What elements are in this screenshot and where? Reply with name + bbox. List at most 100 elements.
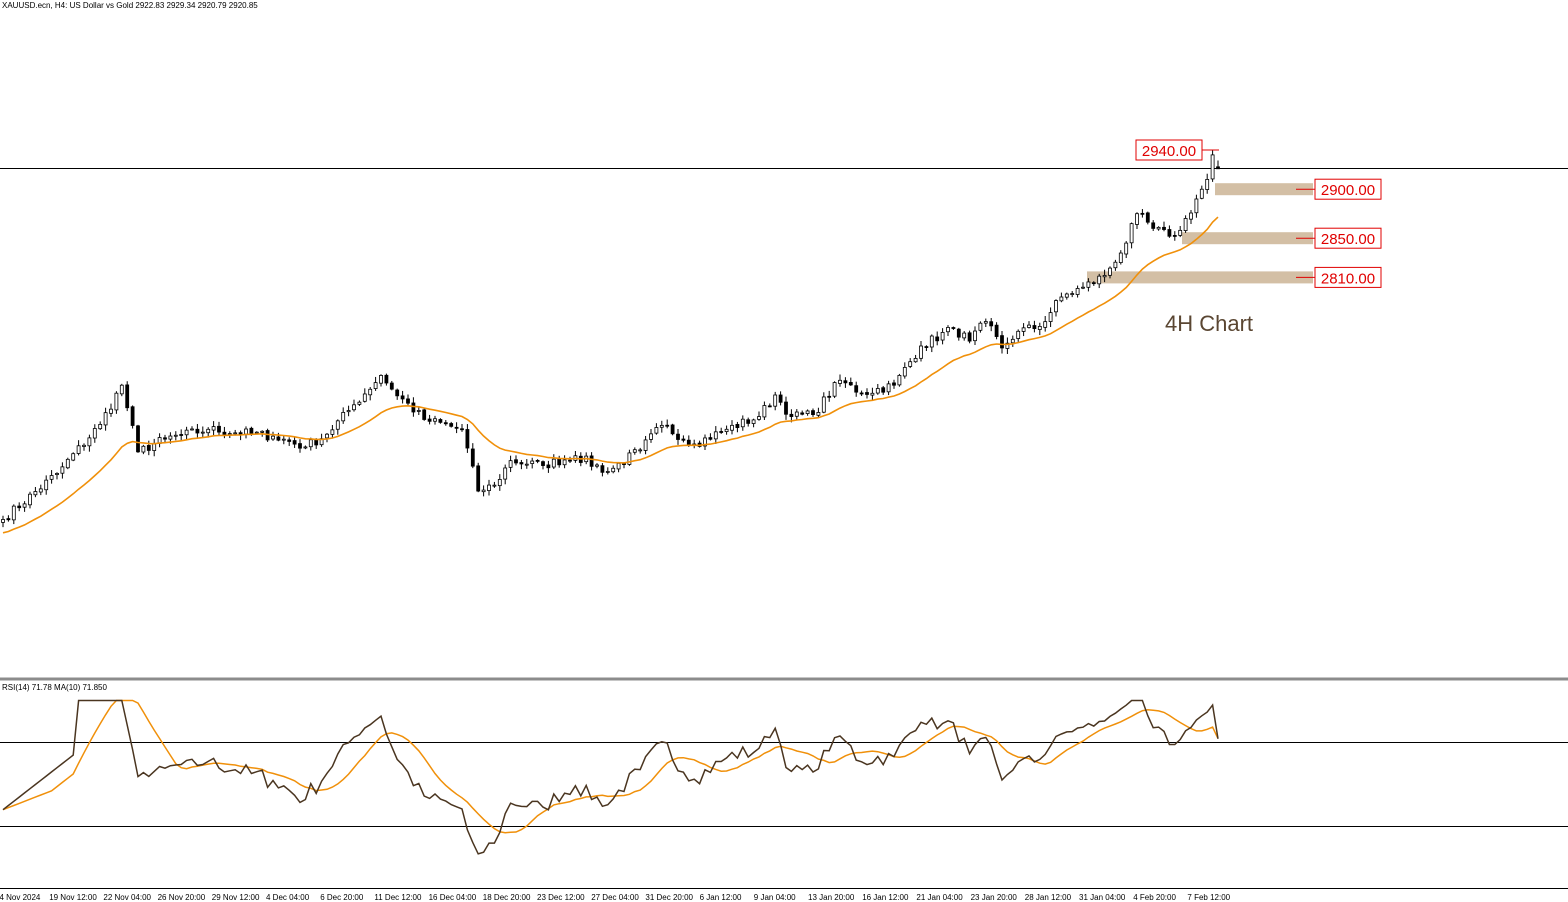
candle <box>573 450 578 463</box>
candle <box>778 391 783 406</box>
svg-text:2940.00: 2940.00 <box>1142 143 1196 160</box>
candle <box>1205 173 1210 194</box>
candle <box>1118 250 1123 265</box>
candle <box>854 381 859 397</box>
candle <box>368 387 373 401</box>
candle <box>886 380 891 396</box>
candle <box>1005 337 1010 354</box>
moving-average-line <box>2 216 1219 534</box>
candle <box>919 341 923 362</box>
candle <box>298 439 302 453</box>
candle <box>82 443 86 451</box>
candle <box>929 334 934 353</box>
candle <box>465 424 470 453</box>
candle <box>179 429 184 441</box>
rsi-label: RSI(14) 71.78 MA(10) 71.850 <box>2 683 107 692</box>
candle <box>659 420 664 433</box>
candle <box>595 463 599 469</box>
candle <box>514 455 518 466</box>
candle <box>892 379 896 389</box>
svg-text:2850.00: 2850.00 <box>1321 231 1375 248</box>
chart-header: XAUUSD.ecn, H4: US Dollar vs Gold 2922.8… <box>2 1 258 10</box>
candle <box>71 452 76 462</box>
chart-annotation: 4H Chart <box>1165 311 1253 336</box>
candle <box>28 491 32 509</box>
x-tick-label: 18 Dec 20:00 <box>483 893 531 902</box>
candle <box>395 388 400 400</box>
candle <box>616 462 621 473</box>
candle <box>730 420 734 435</box>
candle <box>303 445 308 450</box>
candle <box>611 465 616 474</box>
candle <box>821 392 826 414</box>
candle <box>962 331 967 341</box>
candle <box>913 354 918 363</box>
candle <box>109 403 113 417</box>
x-tick-label: 31 Jan 04:00 <box>1079 893 1126 902</box>
x-tick-label: 19 Nov 12:00 <box>49 893 97 902</box>
candle <box>643 435 648 455</box>
candle <box>103 407 108 431</box>
candle <box>1140 209 1145 218</box>
support-zone-2900 <box>1215 183 1313 196</box>
candle <box>1162 221 1166 232</box>
moving-average-layer <box>2 216 1219 534</box>
candle <box>346 405 351 417</box>
candle <box>800 410 805 416</box>
candle <box>935 331 940 346</box>
candle <box>535 459 540 464</box>
candle <box>1172 231 1177 241</box>
candle <box>827 390 832 402</box>
candle <box>1189 210 1193 225</box>
candle <box>1032 320 1037 333</box>
candle <box>49 470 54 484</box>
candle <box>551 454 556 470</box>
candle <box>1167 225 1172 238</box>
candle <box>470 443 475 469</box>
candle <box>859 390 864 397</box>
candle <box>1037 322 1042 336</box>
x-tick-label: 9 Jan 04:00 <box>754 893 796 902</box>
candle <box>1054 299 1058 317</box>
candle <box>1124 241 1129 259</box>
candle <box>1113 259 1118 271</box>
candle <box>740 415 745 431</box>
candle <box>670 423 675 436</box>
candlestick-series <box>1 149 1220 528</box>
candle <box>422 408 427 421</box>
candle <box>530 457 535 469</box>
candle <box>1043 316 1048 332</box>
candle <box>1059 292 1064 303</box>
candle <box>6 515 11 522</box>
candle <box>1075 285 1080 298</box>
x-tick-label: 11 Dec 12:00 <box>374 893 422 902</box>
x-tick-label: 13 Jan 20:00 <box>808 893 855 902</box>
candle <box>681 435 686 443</box>
candle <box>589 452 594 471</box>
x-tick-label: 6 Dec 20:00 <box>320 893 364 902</box>
candle <box>38 484 43 496</box>
x-tick-label: 4 Feb 20:00 <box>1133 893 1176 902</box>
candle <box>1016 329 1021 342</box>
candle <box>1010 335 1015 347</box>
candle <box>568 456 572 463</box>
candle <box>497 474 502 491</box>
candle <box>92 424 97 443</box>
candle <box>373 376 378 391</box>
candle <box>956 327 961 341</box>
candle <box>292 436 297 448</box>
candle <box>157 433 162 448</box>
x-tick-label: 14 Nov 2024 <box>0 893 41 902</box>
x-tick-label: 23 Jan 20:00 <box>971 893 1018 902</box>
candle <box>211 421 216 435</box>
x-tick-label: 4 Dec 04:00 <box>266 893 310 902</box>
candle <box>654 423 659 435</box>
candle <box>697 440 702 448</box>
time-axis-labels: 14 Nov 2024 19 Nov 12:00 22 Nov 04:00 26 No… <box>0 893 1231 902</box>
candle <box>1 515 5 528</box>
candle <box>33 486 38 498</box>
candle <box>1097 273 1102 289</box>
candle <box>400 390 405 404</box>
candle <box>1048 307 1053 328</box>
